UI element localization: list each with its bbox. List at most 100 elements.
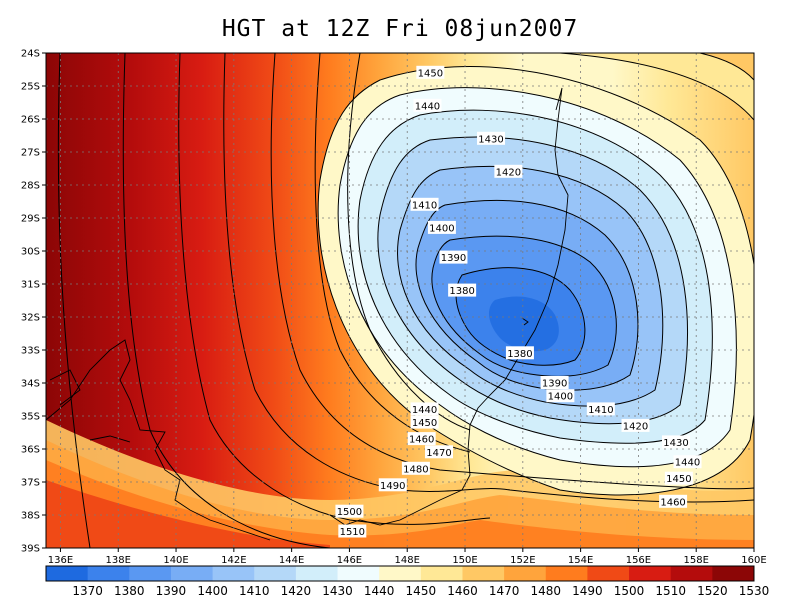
colorbar-swatch [462, 566, 505, 581]
colorbar-label: 1490 [572, 584, 603, 598]
colorbar-frame [45, 565, 755, 582]
contour-label: 1450 [410, 415, 439, 429]
svg-text:1430: 1430 [478, 134, 503, 145]
contour-label: 1440 [673, 455, 702, 469]
svg-text:1410: 1410 [412, 200, 437, 211]
lon-tick-label: 138E [106, 555, 131, 566]
svg-text:1450: 1450 [412, 418, 437, 429]
lat-tick-label: 30S [21, 247, 40, 258]
svg-text:1440: 1440 [412, 405, 437, 416]
contour-label: 1410 [586, 402, 615, 416]
lat-tick-label: 26S [21, 115, 40, 126]
colorbar-label: 1500 [614, 584, 645, 598]
contour-label: 1380 [505, 346, 534, 360]
svg-text:1400: 1400 [548, 392, 573, 403]
colorbar-swatch [587, 566, 630, 581]
colorbar-label: 1520 [697, 584, 728, 598]
colorbar-label: 1510 [655, 584, 686, 598]
contour-label: 1450 [416, 65, 445, 79]
lat-tick-label: 28S [21, 181, 40, 192]
svg-text:1390: 1390 [542, 379, 567, 390]
svg-text:1410: 1410 [588, 405, 613, 416]
latitude-axis: 24S 25S 26S 27S 28S 29S 30S 31S 32S 33S 34S 35S 36S 3… [21, 49, 46, 555]
colorbar-label: 1390 [156, 584, 187, 598]
colorbar-label: 1380 [114, 584, 145, 598]
lon-tick-label: 152E [510, 555, 535, 566]
colorbar-swatch [87, 566, 130, 581]
svg-text:1400: 1400 [429, 223, 454, 234]
lat-tick-label: 31S [21, 280, 40, 291]
svg-text:1440: 1440 [675, 458, 700, 469]
coastline [46, 87, 569, 541]
lat-tick-label: 34S [21, 379, 40, 390]
svg-text:1390: 1390 [441, 253, 466, 264]
colorbar-label: 1470 [489, 584, 520, 598]
map-frame [45, 52, 755, 549]
contour-label: 1500 [335, 504, 364, 518]
contour-label: 1430 [477, 131, 506, 145]
svg-text:1430: 1430 [663, 438, 688, 449]
colorbar-swatch [295, 566, 339, 581]
lat-tick-label: 36S [21, 445, 40, 456]
contour-label: 1480 [401, 461, 430, 475]
lat-tick-label: 24S [21, 49, 40, 60]
colorbar-swatch [420, 566, 463, 581]
svg-text:1500: 1500 [337, 507, 362, 518]
contour-label: 1400 [546, 389, 575, 403]
svg-text:1420: 1420 [623, 421, 648, 432]
contour-label: 1390 [540, 376, 569, 390]
colorbar-swatch [254, 566, 297, 581]
contour-label: 1440 [410, 402, 439, 416]
colorbar-swatch [504, 566, 547, 581]
contour-label: 1380 [448, 283, 477, 297]
lon-tick-label: 146E [337, 555, 362, 566]
contour-label: 1440 [413, 98, 442, 112]
colorbar-label: 1480 [530, 584, 561, 598]
colorbar-label: 1440 [364, 584, 395, 598]
colorbar-swatch [337, 566, 380, 581]
svg-text:1420: 1420 [496, 167, 521, 178]
lat-tick-label: 35S [21, 412, 40, 423]
contour-label: 1410 [410, 197, 439, 211]
colorbar-label: 1410 [239, 584, 270, 598]
colorbar-label: 1420 [281, 584, 312, 598]
contour-label: 1420 [621, 418, 650, 432]
lon-tick-label: 144E [279, 555, 304, 566]
lon-tick-label: 150E [452, 555, 477, 566]
svg-text:1510: 1510 [340, 527, 365, 538]
longitude-axis: 136E 138E 140E 142E 144E 146E 148E 150E 152E 154E… [48, 548, 767, 566]
lat-tick-label: 39S [21, 544, 40, 555]
lat-tick-label: 32S [21, 313, 40, 324]
lat-tick-label: 38S [21, 511, 40, 522]
colorbar-label: 1400 [197, 584, 228, 598]
colorbar-swatch [670, 566, 713, 581]
lon-tick-label: 158E [684, 555, 709, 566]
colorbar-swatch [129, 566, 172, 581]
contour-label: 1420 [494, 164, 523, 178]
map-title: HGT at 12Z Fri 08jun2007 [221, 16, 579, 42]
svg-text:1450: 1450 [666, 474, 691, 485]
isoheight-1370 [488, 296, 559, 352]
colorbar-swatch [379, 566, 422, 581]
lon-tick-label: 160E [741, 555, 766, 566]
svg-text:1380: 1380 [507, 349, 532, 360]
contour-label: 1490 [378, 478, 407, 492]
lon-tick-label: 156E [626, 555, 651, 566]
lon-tick-label: 140E [163, 555, 188, 566]
contour-labels: 1450 1440 1430 1420 1410 1400 1390 1380 1380 1390… [335, 65, 702, 538]
map-field [46, 53, 754, 548]
lat-tick-label: 29S [21, 214, 40, 225]
svg-text:1380: 1380 [449, 286, 474, 297]
contour-label: 1390 [439, 250, 468, 264]
lon-tick-label: 136E [48, 555, 73, 566]
svg-text:1460: 1460 [660, 497, 685, 508]
colorbar-label: 1450 [406, 584, 437, 598]
contour-label: 1400 [427, 220, 456, 234]
graticule [46, 53, 754, 548]
colorbar-swatch [545, 566, 588, 581]
contour-label: 1470 [425, 445, 454, 459]
lat-tick-label: 25S [21, 82, 40, 93]
lon-tick-label: 154E [568, 555, 593, 566]
contour-label: 1460 [659, 494, 688, 508]
